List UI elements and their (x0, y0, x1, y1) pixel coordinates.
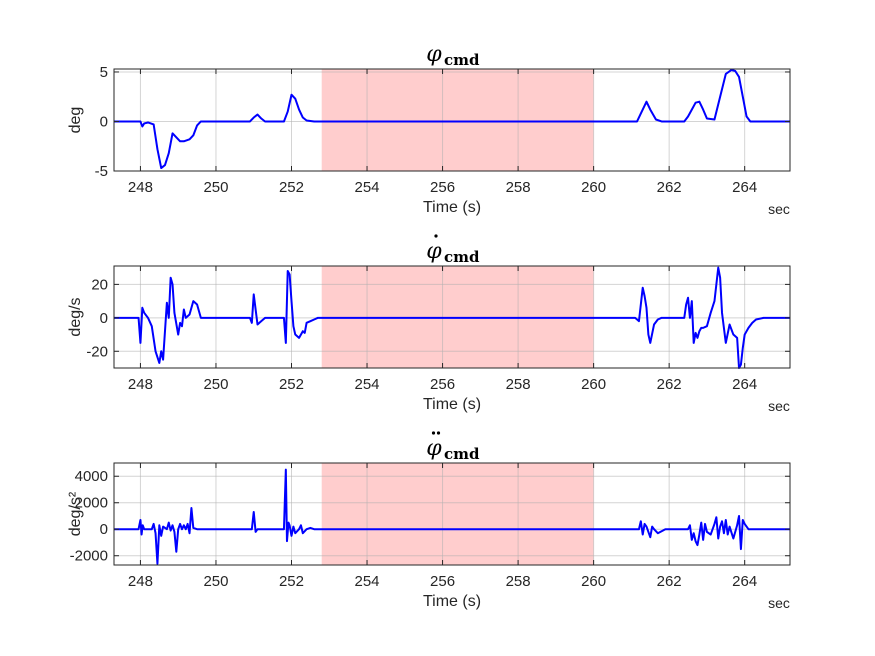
x-tick-label: 262 (657, 573, 682, 590)
x-tick-label: 252 (279, 573, 304, 590)
y-tick-label: 5 (100, 64, 108, 81)
subplot-roll-command: 248 250 252 254 256 258 260 262 264 -5 0 5 Time (s) s… (67, 42, 791, 217)
x-tick-label: 258 (506, 179, 531, 196)
chart-title: φ cmd (426, 431, 480, 463)
subplot-roll-rate-command: 248 250 252 254 256 258 260 262 264 -20 0 20 Time (s… (67, 234, 791, 414)
y-tick-label: -2000 (70, 548, 108, 565)
axes-box (113, 68, 791, 172)
x-tick-label: 250 (203, 179, 228, 196)
x-tick-label: 252 (279, 179, 304, 196)
subplot-roll-acceleration-command: 248 250 252 254 256 258 260 262 264 -2000 0 2000 400… (67, 431, 791, 611)
x-tick-label: 260 (581, 573, 606, 590)
series-line (114, 266, 790, 369)
y-tick-label: 4000 (75, 468, 108, 485)
x-tick-label: 250 (203, 376, 228, 393)
x-tick-label: 256 (430, 179, 455, 196)
series-line (114, 468, 790, 565)
x-tick-label: 254 (355, 573, 380, 590)
x-unit-label: sec (768, 595, 790, 611)
title-subscript: cmd (444, 51, 480, 69)
x-tick-label: 258 (506, 573, 531, 590)
x-axis-label: Time (s) (423, 199, 481, 216)
title-symbol: φ (426, 239, 442, 264)
x-axis-label: Time (s) (423, 396, 481, 413)
x-tick-label: 248 (128, 573, 153, 590)
x-tick-label: 258 (506, 376, 531, 393)
x-tick-label: 264 (732, 573, 757, 590)
title-derivative-dot (436, 431, 441, 435)
title-symbol: φ (426, 42, 442, 67)
x-tick-label: 250 (203, 573, 228, 590)
x-tick-label: 256 (430, 573, 455, 590)
x-tick-label: 254 (355, 376, 380, 393)
axes-box (113, 462, 791, 566)
x-tick-label: 254 (355, 179, 380, 196)
shaded-region (321, 463, 594, 565)
y-tick-label: 0 (100, 310, 108, 327)
x-tick-label: 252 (279, 376, 304, 393)
title-symbol: φ (426, 436, 442, 461)
title-subscript: cmd (444, 445, 480, 463)
y-tick-label: 2000 (75, 495, 108, 512)
axes-box (113, 265, 791, 369)
y-tick-label: 0 (100, 521, 108, 538)
shaded-region (321, 69, 594, 171)
title-subscript: cmd (444, 248, 480, 266)
x-unit-label: sec (768, 201, 790, 217)
x-tick-label: 248 (128, 376, 153, 393)
x-tick-label: 262 (657, 376, 682, 393)
x-axis-label: Time (s) (423, 593, 481, 610)
x-tick-label: 256 (430, 376, 455, 393)
x-tick-label: 260 (581, 376, 606, 393)
x-unit-label: sec (768, 398, 790, 414)
x-tick-label: 262 (657, 179, 682, 196)
y-tick-label: 20 (91, 276, 108, 293)
y-axis-label: deg/s² (67, 491, 84, 536)
x-tick-label: 264 (732, 376, 757, 393)
title-derivative-dot (431, 431, 436, 435)
series-line (114, 68, 790, 170)
x-tick-label: 248 (128, 179, 153, 196)
title-derivative-dot (434, 234, 438, 238)
chart-title: φ cmd (426, 42, 480, 69)
y-axis-label: deg/s (67, 297, 84, 336)
y-axis-label: deg (67, 107, 84, 134)
chart-title: φ cmd (426, 234, 480, 266)
y-tick-label: -5 (95, 163, 108, 180)
x-tick-label: 260 (581, 179, 606, 196)
y-tick-label: -20 (86, 343, 108, 360)
x-tick-label: 264 (732, 179, 757, 196)
y-tick-label: 0 (100, 113, 108, 130)
